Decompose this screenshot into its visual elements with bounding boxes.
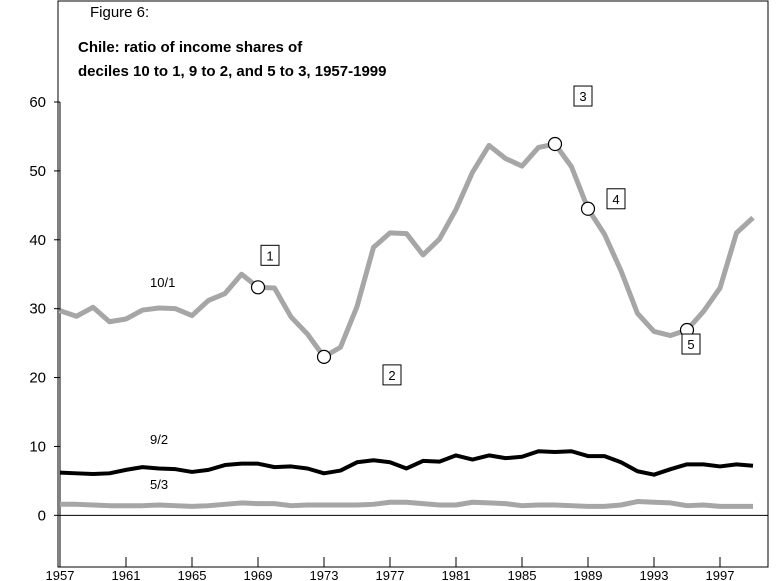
chart-title: Chile: ratio of income shares of <box>78 39 303 56</box>
annotation-box <box>382 364 402 386</box>
x-tick-label: 1965 <box>178 568 207 581</box>
y-tick-label: 40 <box>29 232 46 249</box>
annotation-marker <box>250 280 266 295</box>
x-tick-label: 1969 <box>244 568 273 581</box>
x-tick-label: 1997 <box>706 568 735 581</box>
chart-subtitle: deciles 10 to 1, 9 to 2, and 5 to 3, 195… <box>78 63 386 80</box>
annotation-label: 2 <box>388 368 395 383</box>
annotation-box <box>606 188 626 210</box>
figure-label: Figure 6: <box>90 4 149 21</box>
y-tick-label: 50 <box>29 163 46 180</box>
y-tick-label: 60 <box>29 94 46 111</box>
series-label: 10/1 <box>150 275 175 290</box>
annotation-marker <box>547 136 563 152</box>
x-tick-label: 1957 <box>46 568 75 581</box>
series-line <box>59 449 754 477</box>
x-tick-label: 1993 <box>640 568 669 581</box>
annotation-box <box>260 244 280 266</box>
annotation-box <box>681 333 701 355</box>
series-line <box>59 141 755 360</box>
annotation-box <box>573 85 593 107</box>
y-tick-label: 0 <box>38 507 46 524</box>
annotation-label: 4 <box>612 192 619 207</box>
annotation-label: 1 <box>266 248 273 263</box>
x-tick-label: 1989 <box>574 568 603 581</box>
x-tick-label: 1973 <box>310 568 339 581</box>
x-tick-label: 1977 <box>376 568 405 581</box>
series-label: 9/2 <box>150 432 168 447</box>
x-tick-label: 1985 <box>508 568 537 581</box>
annotation-label: 3 <box>579 89 586 104</box>
series-line <box>60 499 753 509</box>
y-tick-label: 20 <box>29 370 46 387</box>
x-tick-label: 1981 <box>442 568 471 581</box>
x-tick-label: 1961 <box>112 568 141 581</box>
y-tick-label: 30 <box>29 301 46 318</box>
annotation-marker <box>316 349 332 364</box>
y-tick-label: 10 <box>29 438 46 455</box>
series-label: 5/3 <box>150 477 168 492</box>
annotation-label: 5 <box>687 337 694 352</box>
annotation-marker <box>580 201 596 216</box>
